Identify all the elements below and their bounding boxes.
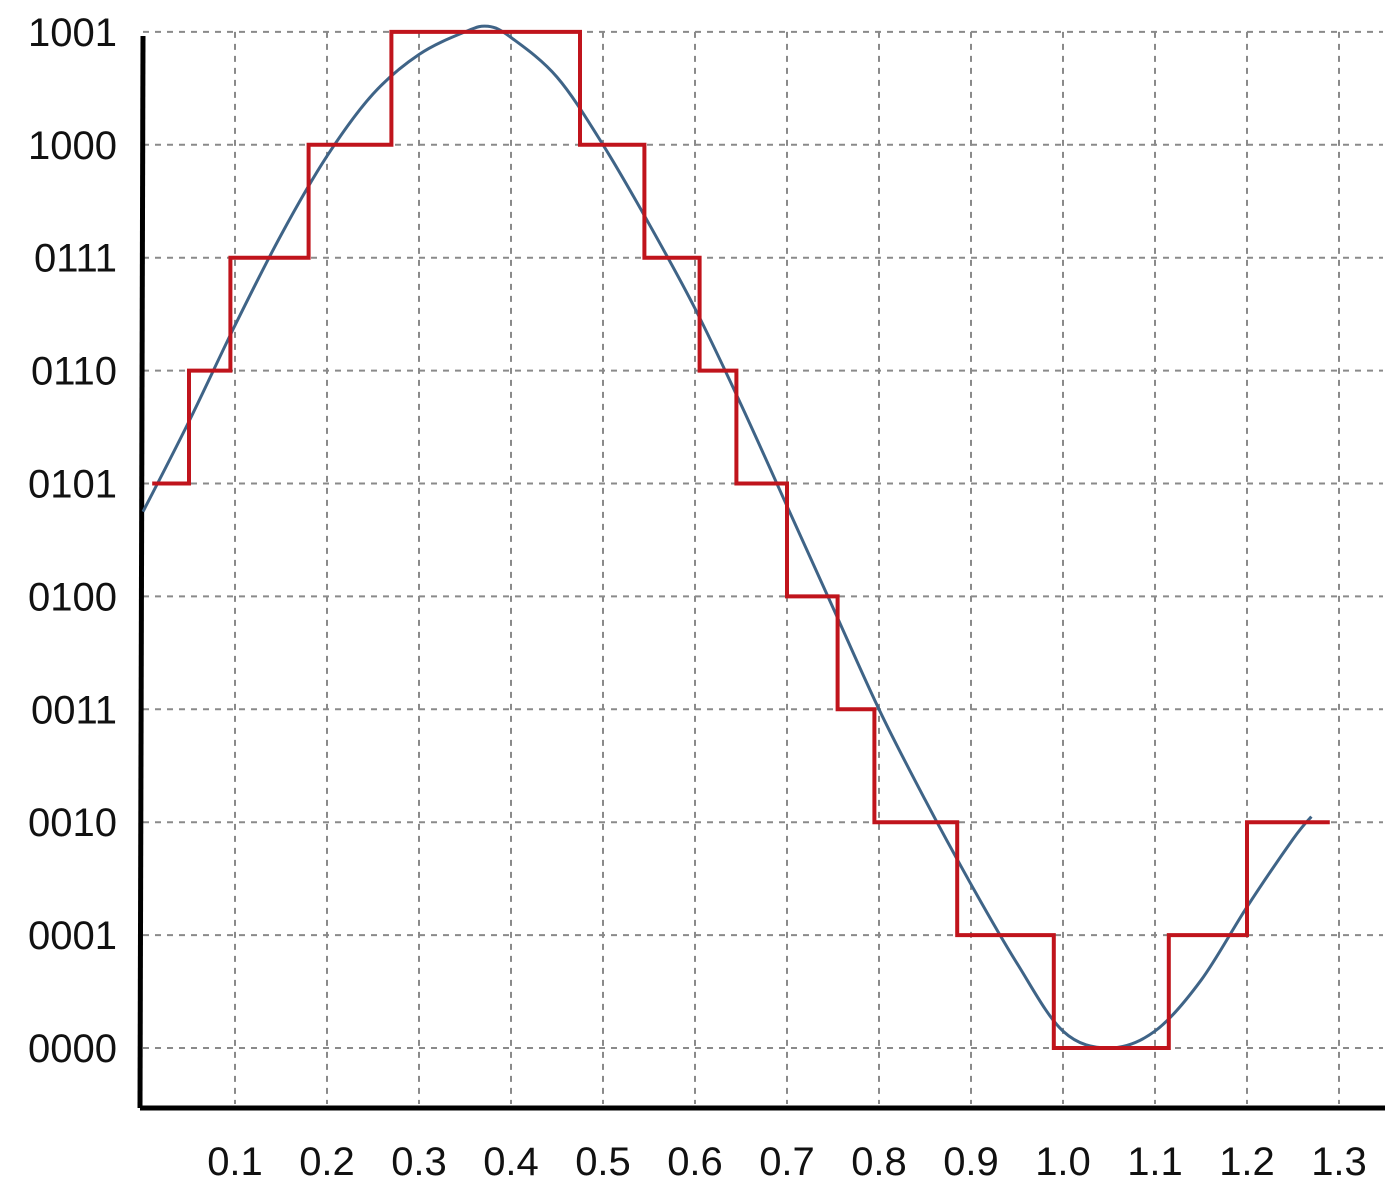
series [141, 24, 1330, 1050]
x-tick-label: 1.3 [1311, 1140, 1367, 1184]
x-tick-label: 0.1 [207, 1140, 263, 1184]
y-tick-label: 0101 [28, 463, 117, 507]
y-tick-label: 0000 [28, 1027, 117, 1071]
x-tick-label: 1.0 [1035, 1140, 1091, 1184]
y-tick-label: 0100 [28, 575, 117, 619]
y-tick-label: 0010 [28, 801, 117, 845]
x-tick-label: 0.7 [759, 1140, 815, 1184]
y-tick-label: 1001 [28, 11, 117, 55]
grid [143, 30, 1383, 1104]
x-tick-label: 0.6 [667, 1140, 723, 1184]
y-axis-line [137, 35, 146, 1109]
x-tick-label: 0.4 [483, 1140, 539, 1184]
tick-labels: 0000 0001 0010 0011 0100 0101 0110 0111 1000 1001… [28, 11, 1367, 1184]
x-tick-label: 1.2 [1219, 1140, 1275, 1184]
axes [137, 35, 1385, 1111]
y-tick-label: 0001 [28, 914, 117, 958]
x-tick-label: 1.1 [1127, 1140, 1183, 1184]
quantized-staircase-line [152, 29, 1330, 1050]
x-tick-label: 0.2 [299, 1140, 355, 1184]
x-tick-label: 0.9 [943, 1140, 999, 1184]
y-tick-label: 0011 [31, 688, 117, 732]
y-tick-label: 1000 [28, 124, 117, 168]
analog-signal-line [141, 24, 1313, 1050]
x-tick-label: 0.3 [391, 1140, 447, 1184]
x-tick-label: 0.5 [575, 1140, 631, 1184]
x-tick-label: 0.8 [851, 1140, 907, 1184]
y-tick-label: 0110 [31, 350, 117, 394]
y-tick-label: 0111 [34, 237, 117, 281]
